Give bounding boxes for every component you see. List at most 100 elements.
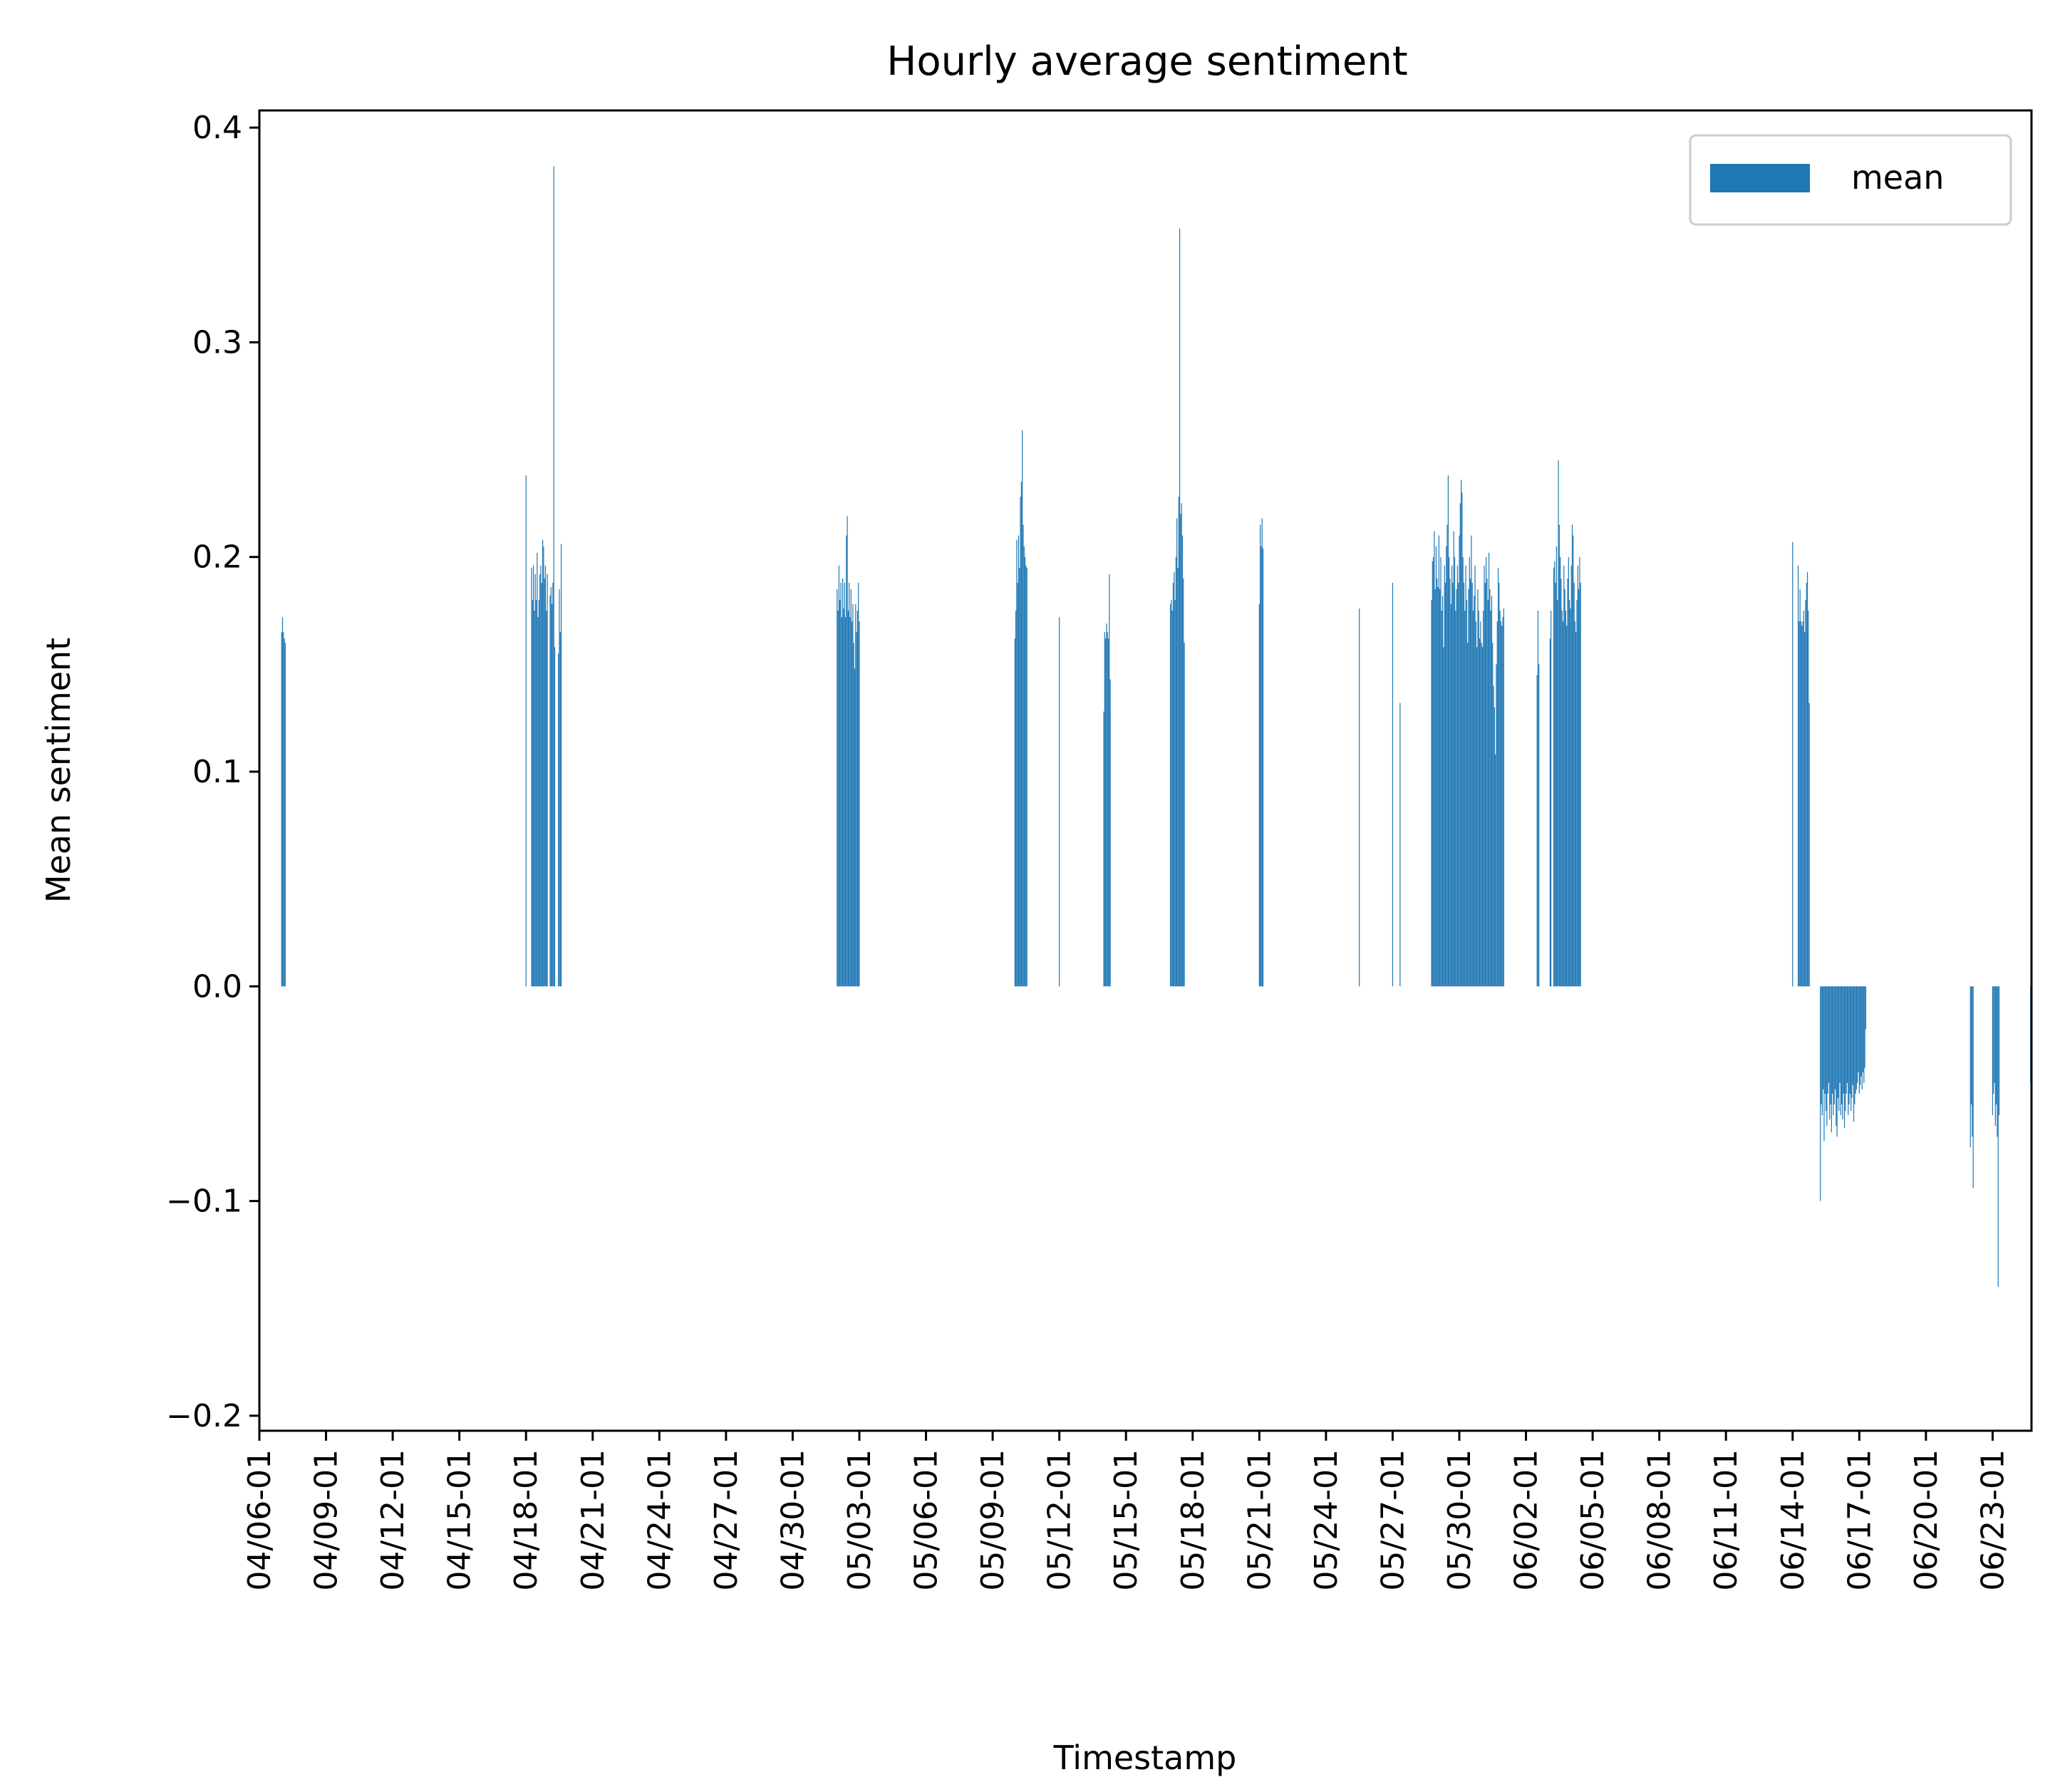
bar-mean-219: [1580, 582, 1581, 987]
y-tick-label-0: 0.4: [192, 110, 242, 146]
bar-mean-98: [1258, 604, 1260, 987]
bar-mean-150: [1471, 582, 1473, 987]
bar-mean-212: [1573, 582, 1575, 987]
bar-mean-172: [1492, 643, 1494, 987]
bar-mean-199: [1561, 611, 1563, 987]
bar-mean-13: [537, 617, 539, 987]
bar-mean-20: [544, 578, 545, 987]
bar-mean-129: [1452, 582, 1454, 987]
bar-mean-231: [1806, 571, 1808, 987]
bar-mean-281: [1863, 986, 1865, 1083]
bar-mean-255: [1839, 986, 1841, 1083]
bar-mean-48: [849, 617, 851, 987]
bar-mean-173: [1493, 685, 1494, 987]
bar-mean-57: [858, 582, 859, 987]
bar-mean-187: [1538, 664, 1540, 987]
bar-mean-118: [1442, 595, 1444, 987]
bar-mean-116: [1440, 556, 1442, 987]
bar-mean-92: [1179, 228, 1181, 987]
x-tick-label-10: 05/06-01: [909, 1449, 945, 1591]
bar-mean-110: [1434, 589, 1436, 987]
legend-box: [1689, 134, 2012, 226]
bar-mean-69: [1023, 546, 1025, 987]
bar-mean-82: [1169, 604, 1171, 987]
bar-mean-218: [1579, 556, 1580, 987]
bar-mean-207: [1569, 599, 1570, 987]
bar-mean-8: [533, 565, 534, 987]
bar-mean-268: [1851, 986, 1853, 1098]
bar-mean-158: [1479, 638, 1481, 987]
bar-mean-5: [525, 475, 527, 987]
x-tick-label-15: 05/21-01: [1241, 1449, 1278, 1591]
bar-mean-217: [1578, 589, 1580, 987]
bar-mean-289: [1993, 986, 1994, 1094]
bar-mean-54: [855, 604, 856, 987]
bar-mean-229: [1805, 599, 1806, 987]
bar-mean-196: [1558, 524, 1560, 987]
bar-mean-178: [1497, 567, 1499, 987]
x-tick-label-5: 04/21-01: [575, 1449, 611, 1591]
bar-mean-247: [1832, 986, 1833, 1094]
bar-mean-223: [1799, 589, 1801, 987]
bar-mean-183: [1502, 617, 1503, 987]
x-tick-label-0: 04/06-01: [242, 1449, 278, 1591]
bar-mean-72: [1026, 567, 1028, 987]
bar-mean-16: [540, 565, 542, 987]
bar-mean-11: [535, 599, 537, 987]
y-tick-label-6: −0.2: [166, 1398, 242, 1434]
bar-mean-111: [1435, 546, 1437, 987]
bar-mean-75: [1104, 632, 1105, 987]
bar-mean-177: [1496, 621, 1498, 987]
bar-mean-67: [1022, 430, 1023, 987]
bar-mean-215: [1576, 599, 1578, 987]
bar-mean-198: [1560, 578, 1562, 987]
x-tick-label-26: 06/23-01: [1974, 1449, 2011, 1591]
bar-mean-257: [1841, 986, 1843, 1105]
bar-mean-126: [1449, 578, 1451, 987]
bar-mean-249: [1833, 986, 1835, 1105]
bar-mean-167: [1487, 599, 1489, 987]
y-tick-label-1: 0.3: [192, 324, 242, 361]
x-tick-label-4: 04/18-01: [508, 1449, 544, 1591]
bar-mean-273: [1855, 986, 1858, 1089]
bar-mean-78: [1107, 632, 1108, 987]
bar-mean-160: [1481, 643, 1482, 987]
bar-mean-4: [284, 643, 286, 987]
bar-mean-7: [532, 599, 533, 987]
bar-mean-63: [1018, 535, 1020, 987]
bar-mean-132: [1455, 611, 1456, 987]
bar-mean-209: [1570, 565, 1572, 987]
bar-mean-260: [1843, 986, 1846, 1129]
x-tick-label-25: 06/20-01: [1908, 1449, 1945, 1591]
bar-mean-101: [1261, 518, 1263, 987]
legend-swatch-mean: [1710, 164, 1810, 192]
plot-frame: [258, 109, 2033, 1432]
bar-mean-266: [1849, 986, 1851, 1094]
bar-mean-74: [1103, 711, 1104, 987]
bar-mean-284: [1970, 986, 1971, 1148]
x-tick-label-18: 05/30-01: [1442, 1449, 1478, 1591]
bar-mean-15: [539, 574, 541, 987]
bar-mean-115: [1439, 589, 1441, 987]
bar-mean-113: [1437, 586, 1439, 987]
bar-mean-145: [1467, 643, 1469, 987]
bar-mean-123: [1446, 524, 1448, 987]
bar-mean-283: [1865, 986, 1867, 1030]
bar-mean-10: [534, 574, 536, 987]
x-axis: 04/06-01 04/09-01 04/12-01 04/15-01 04/18-01…: [242, 1431, 2011, 1591]
bars-group: [281, 166, 2031, 1288]
bar-mean-294: [1997, 986, 1999, 1288]
bar-mean-143: [1465, 565, 1466, 987]
bar-mean-108: [1433, 556, 1434, 987]
bar-mean-271: [1854, 986, 1855, 1105]
bar-mean-238: [1823, 986, 1825, 1141]
bar-mean-27: [552, 582, 554, 987]
bar-mean-142: [1464, 611, 1466, 987]
bar-mean-84: [1171, 611, 1173, 987]
bar-mean-24: [549, 595, 551, 987]
bar-mean-272: [1855, 986, 1856, 1094]
bar-mean-291: [1994, 986, 1996, 1127]
